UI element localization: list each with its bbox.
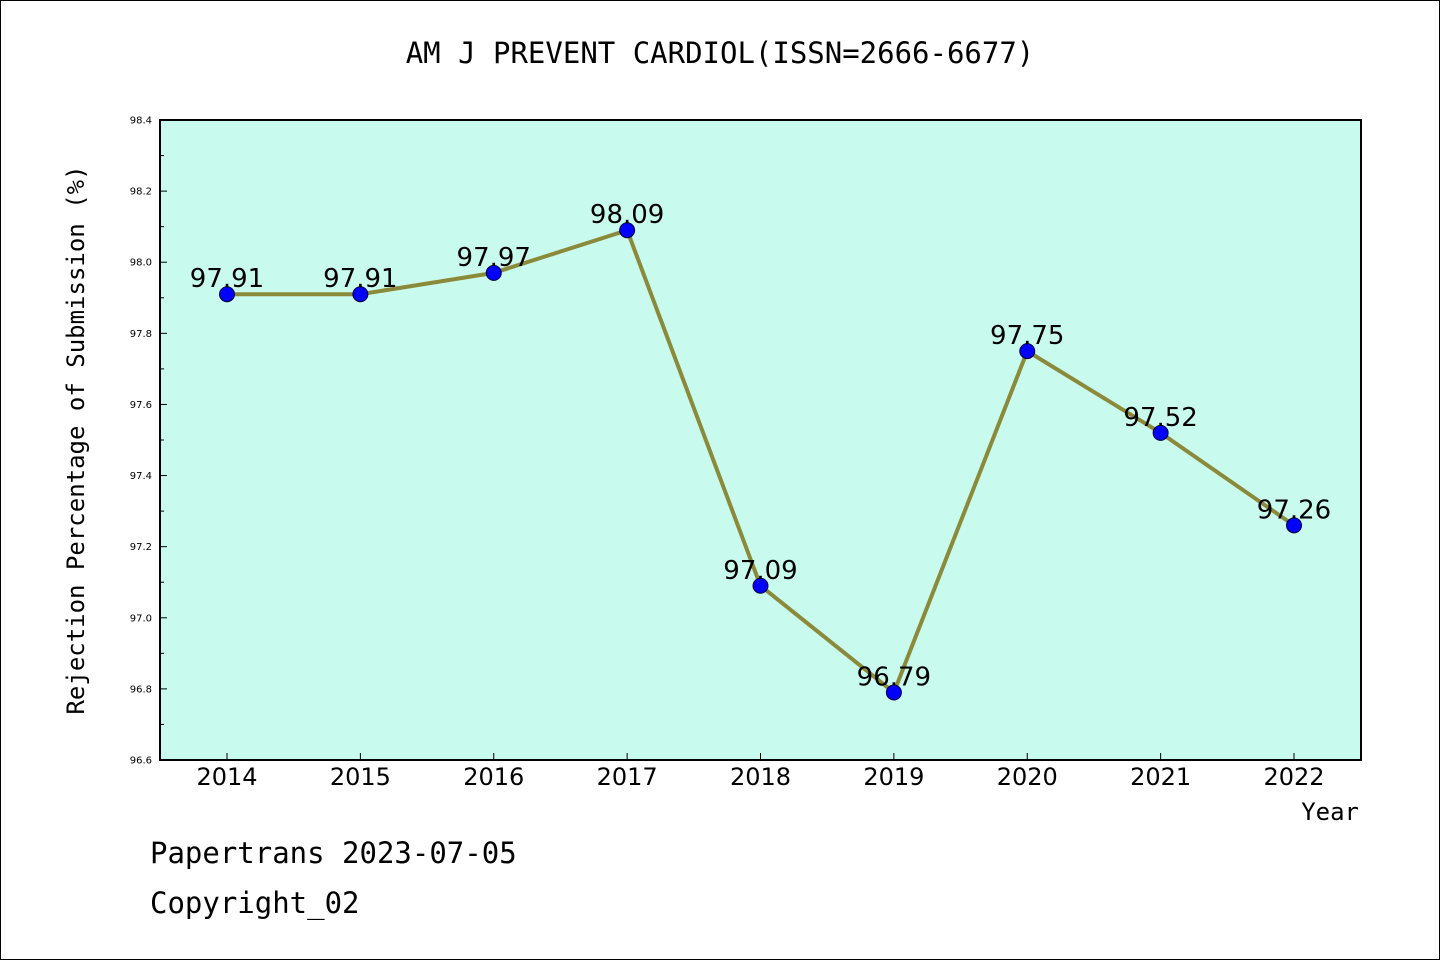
data-label: 97.09 (723, 556, 797, 586)
y-tick-label: 98.2 (130, 187, 152, 198)
x-tick-label: 2014 (196, 763, 257, 791)
data-point (1286, 517, 1302, 534)
plot-area (159, 119, 1362, 761)
y-tick-label: 96.6 (130, 756, 152, 767)
data-label: 97.52 (1123, 403, 1197, 433)
data-label: 97.75 (990, 321, 1064, 351)
x-axis-label: Year (1301, 798, 1359, 826)
x-tick-label: 2018 (730, 763, 791, 791)
data-point (219, 286, 235, 303)
data-point (885, 684, 902, 701)
data-point (1152, 424, 1169, 441)
x-tick-label: 2021 (1130, 763, 1191, 791)
footer-copyright: Copyright_02 (150, 886, 360, 920)
y-axis-label: Rejection Percentage of Submission (%) (62, 165, 90, 714)
data-label: 98.09 (590, 200, 664, 230)
x-tick-label: 2020 (997, 763, 1058, 791)
x-tick-label: 2016 (463, 763, 524, 791)
x-axis: 2014 2015 2016 2017 2018 2019 2020 2021 2022 (196, 753, 1325, 791)
data-point (1019, 343, 1036, 360)
chart-title: AM J PREVENT CARDIOL(ISSN=2666-6677) (405, 36, 1035, 70)
data-label: 96.79 (857, 662, 931, 692)
y-tick-label: 97.2 (130, 542, 152, 553)
data-point (619, 222, 636, 239)
footer-date: Papertrans 2023-07-05 (150, 836, 517, 870)
y-tick-label: 97.6 (130, 400, 152, 411)
x-tick-label: 2022 (1263, 763, 1324, 791)
y-tick-label: 97.8 (130, 329, 152, 340)
x-tick-label: 2015 (330, 763, 391, 791)
data-label: 97.97 (457, 243, 531, 273)
data-point (352, 286, 369, 303)
data-label: 97.26 (1257, 495, 1331, 525)
y-tick-label: 98.0 (130, 258, 152, 269)
x-tick-label: 2019 (863, 763, 924, 791)
x-tick-label: 2017 (597, 763, 658, 791)
y-tick-label: 98.4 (130, 116, 152, 127)
y-tick-label: 96.8 (130, 684, 152, 695)
data-points (219, 222, 1302, 701)
y-tick-label: 97.0 (130, 613, 152, 624)
data-label: 97.91 (190, 264, 264, 294)
data-point (752, 577, 769, 594)
y-axis: 96.6 96.8 97.0 97.2 97.4 97.6 97.8 98.0 98.2 98.4 (130, 116, 167, 767)
data-labels: 97.91 97.91 97.97 98.09 97.09 96.79 97.75 97.52… (190, 200, 1331, 692)
y-tick-label: 97.4 (130, 471, 152, 482)
data-label: 97.91 (323, 264, 397, 294)
data-point (485, 264, 502, 281)
